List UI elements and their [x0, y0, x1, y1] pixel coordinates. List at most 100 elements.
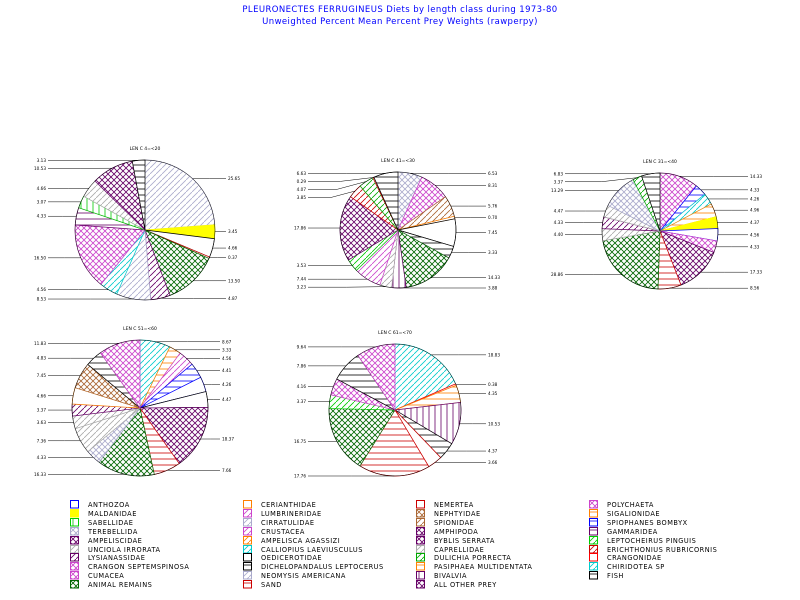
legend-swatch — [416, 517, 425, 527]
legend-swatch — [416, 571, 425, 580]
slice-label: 3.63 — [37, 420, 47, 425]
legend-swatch — [70, 517, 79, 527]
slice-label: 14.33 — [488, 275, 500, 280]
slice-label: 25.65 — [228, 176, 240, 181]
legend-swatch — [416, 544, 425, 553]
legend-swatch — [589, 526, 598, 536]
legend-label: CAPRELLIDAE — [434, 545, 485, 554]
leader-line — [308, 177, 374, 182]
legend-swatch — [589, 553, 598, 562]
slice-label: 11.83 — [34, 341, 46, 346]
legend-swatch — [589, 571, 598, 580]
legend-label: AMPHIPODA — [434, 527, 479, 536]
legend-label: GAMMARIDEA — [607, 527, 658, 536]
legend-label: NEPHTYIDAE — [434, 509, 481, 518]
slice-label: 16.50 — [34, 255, 46, 260]
slice-label: 3.33 — [488, 250, 498, 255]
legend-label: OEDICEROTIDAE — [261, 554, 323, 563]
slice-label: 0.38 — [488, 382, 498, 387]
legend-swatch — [243, 580, 252, 589]
legend-label: AMPELISCA AGASSIZI — [261, 536, 341, 545]
pie-chart-2: LEN C 41=<30 6.53 8.31 5.76 0.70 7.45 3.33 14.3… — [294, 158, 500, 290]
legend-swatch — [416, 553, 425, 562]
legend-swatch — [243, 500, 252, 509]
slice-label: 6.53 — [488, 171, 498, 176]
slice-label: 3.37 — [297, 399, 307, 404]
legend-label: BYBLIS SERRATA — [434, 536, 495, 545]
legend-swatch — [589, 544, 598, 553]
slice-label: 4.83 — [37, 356, 47, 361]
slice-label: 10.53 — [34, 166, 46, 171]
slice-label: 3.37 — [37, 408, 47, 413]
legend-swatch — [416, 508, 425, 518]
legend-swatch — [589, 508, 598, 518]
slice-label: 4.66 — [228, 246, 238, 251]
slice-label: 4.47 — [222, 397, 232, 402]
slice-label: 3.88 — [488, 285, 498, 290]
slice-label: 18.37 — [222, 437, 234, 442]
legend-label: POLYCHAETA — [607, 501, 654, 509]
slice-label: 4.56 — [37, 287, 47, 292]
legend-label: ANIMAL REMAINS — [88, 581, 153, 590]
slice-label: 4.26 — [750, 196, 760, 201]
pie-slice — [602, 230, 661, 290]
slice-label: 4.41 — [222, 368, 232, 373]
legend-swatch — [416, 562, 425, 571]
legend-swatch — [243, 508, 252, 518]
legend-label: DULICHIA PORRECTA — [434, 554, 512, 563]
slice-label: 7.45 — [37, 373, 47, 378]
slice-label: 8.53 — [37, 297, 47, 302]
legend-swatch — [416, 580, 425, 589]
slice-label: 17.76 — [294, 473, 306, 478]
slice-label: 0.70 — [488, 215, 498, 220]
slice-label: 13.50 — [228, 278, 240, 283]
legend-label: LEPTOCHEIRUS PINGUIS — [607, 536, 697, 545]
slice-label: 28.86 — [551, 272, 563, 277]
pie-charts: LEN C 4=<20 25.65 3.45 4.66 0.37 13.50 4.87 3.1… — [34, 146, 762, 478]
slice-label: 17.33 — [750, 270, 762, 275]
leader-line — [565, 177, 638, 183]
legend-label: LUMBRINERIDAE — [261, 509, 322, 518]
slice-label: 4.87 — [228, 296, 238, 301]
legend-label: CHIRIDOTEA SP — [607, 563, 665, 572]
legend-label: SPIOPHANES BOMBYX — [607, 518, 688, 527]
legend-swatch — [589, 562, 598, 571]
legend-swatch — [70, 535, 79, 545]
slice-label: 6.83 — [554, 171, 564, 176]
pie-chart-4: LEN C 51=<60 8.67 3.33 4.56 4.41 4.26 4.47 18.3… — [34, 326, 234, 477]
chart-title-block: PLEURONECTES FERRUGINEUS Diets by length… — [0, 4, 800, 28]
slice-label: 4.33 — [750, 244, 760, 249]
leader-line — [308, 181, 367, 190]
legend-label: TEREBELLIDA — [88, 527, 138, 536]
slice-label: 8.31 — [488, 183, 498, 188]
legend-label: CRANGONIDAE — [607, 554, 662, 563]
pie-title: LEN C 51=<60 — [123, 326, 157, 332]
slice-label: 4.66 — [37, 186, 47, 191]
legend-label: CIRRATULIDAE — [261, 518, 315, 527]
legend-label: CRANGON SEPTEMSPINOSA — [88, 563, 190, 572]
slice-label: 14.33 — [750, 174, 762, 179]
slice-label: 3.53 — [297, 263, 307, 268]
pie-chart-5: LEN C 61=<70 18.83 0.38 4.35 10.53 4.37 3.66 9.… — [294, 330, 500, 478]
legend-label: FISH — [607, 572, 624, 581]
legend-swatch — [70, 562, 79, 571]
legend-label: SABELLIDAE — [88, 518, 134, 527]
slice-label: 4.33 — [37, 455, 47, 460]
slice-label: 3.37 — [554, 179, 564, 184]
slice-label: 4.07 — [297, 187, 307, 192]
legend-swatch — [70, 580, 79, 589]
legend-swatch — [243, 544, 252, 553]
legend-swatch — [416, 526, 425, 536]
slice-label: 7.86 — [297, 363, 307, 368]
legend-label: BIVALVIA — [434, 572, 467, 581]
legend-swatch — [416, 500, 425, 509]
slice-label: 16.75 — [294, 439, 306, 444]
chart-subtitle: Unweighted Percent Mean Percent Prey Wei… — [262, 17, 538, 27]
slice-label: 4.33 — [750, 187, 760, 192]
legend-swatch — [70, 553, 79, 562]
slice-label: 3.45 — [228, 229, 238, 234]
slice-label: 4.37 — [488, 449, 498, 454]
legend-label: CRUSTACEA — [261, 527, 305, 536]
legend-label: ANTHOZOA — [88, 501, 130, 509]
slice-label: 7.66 — [222, 468, 232, 473]
